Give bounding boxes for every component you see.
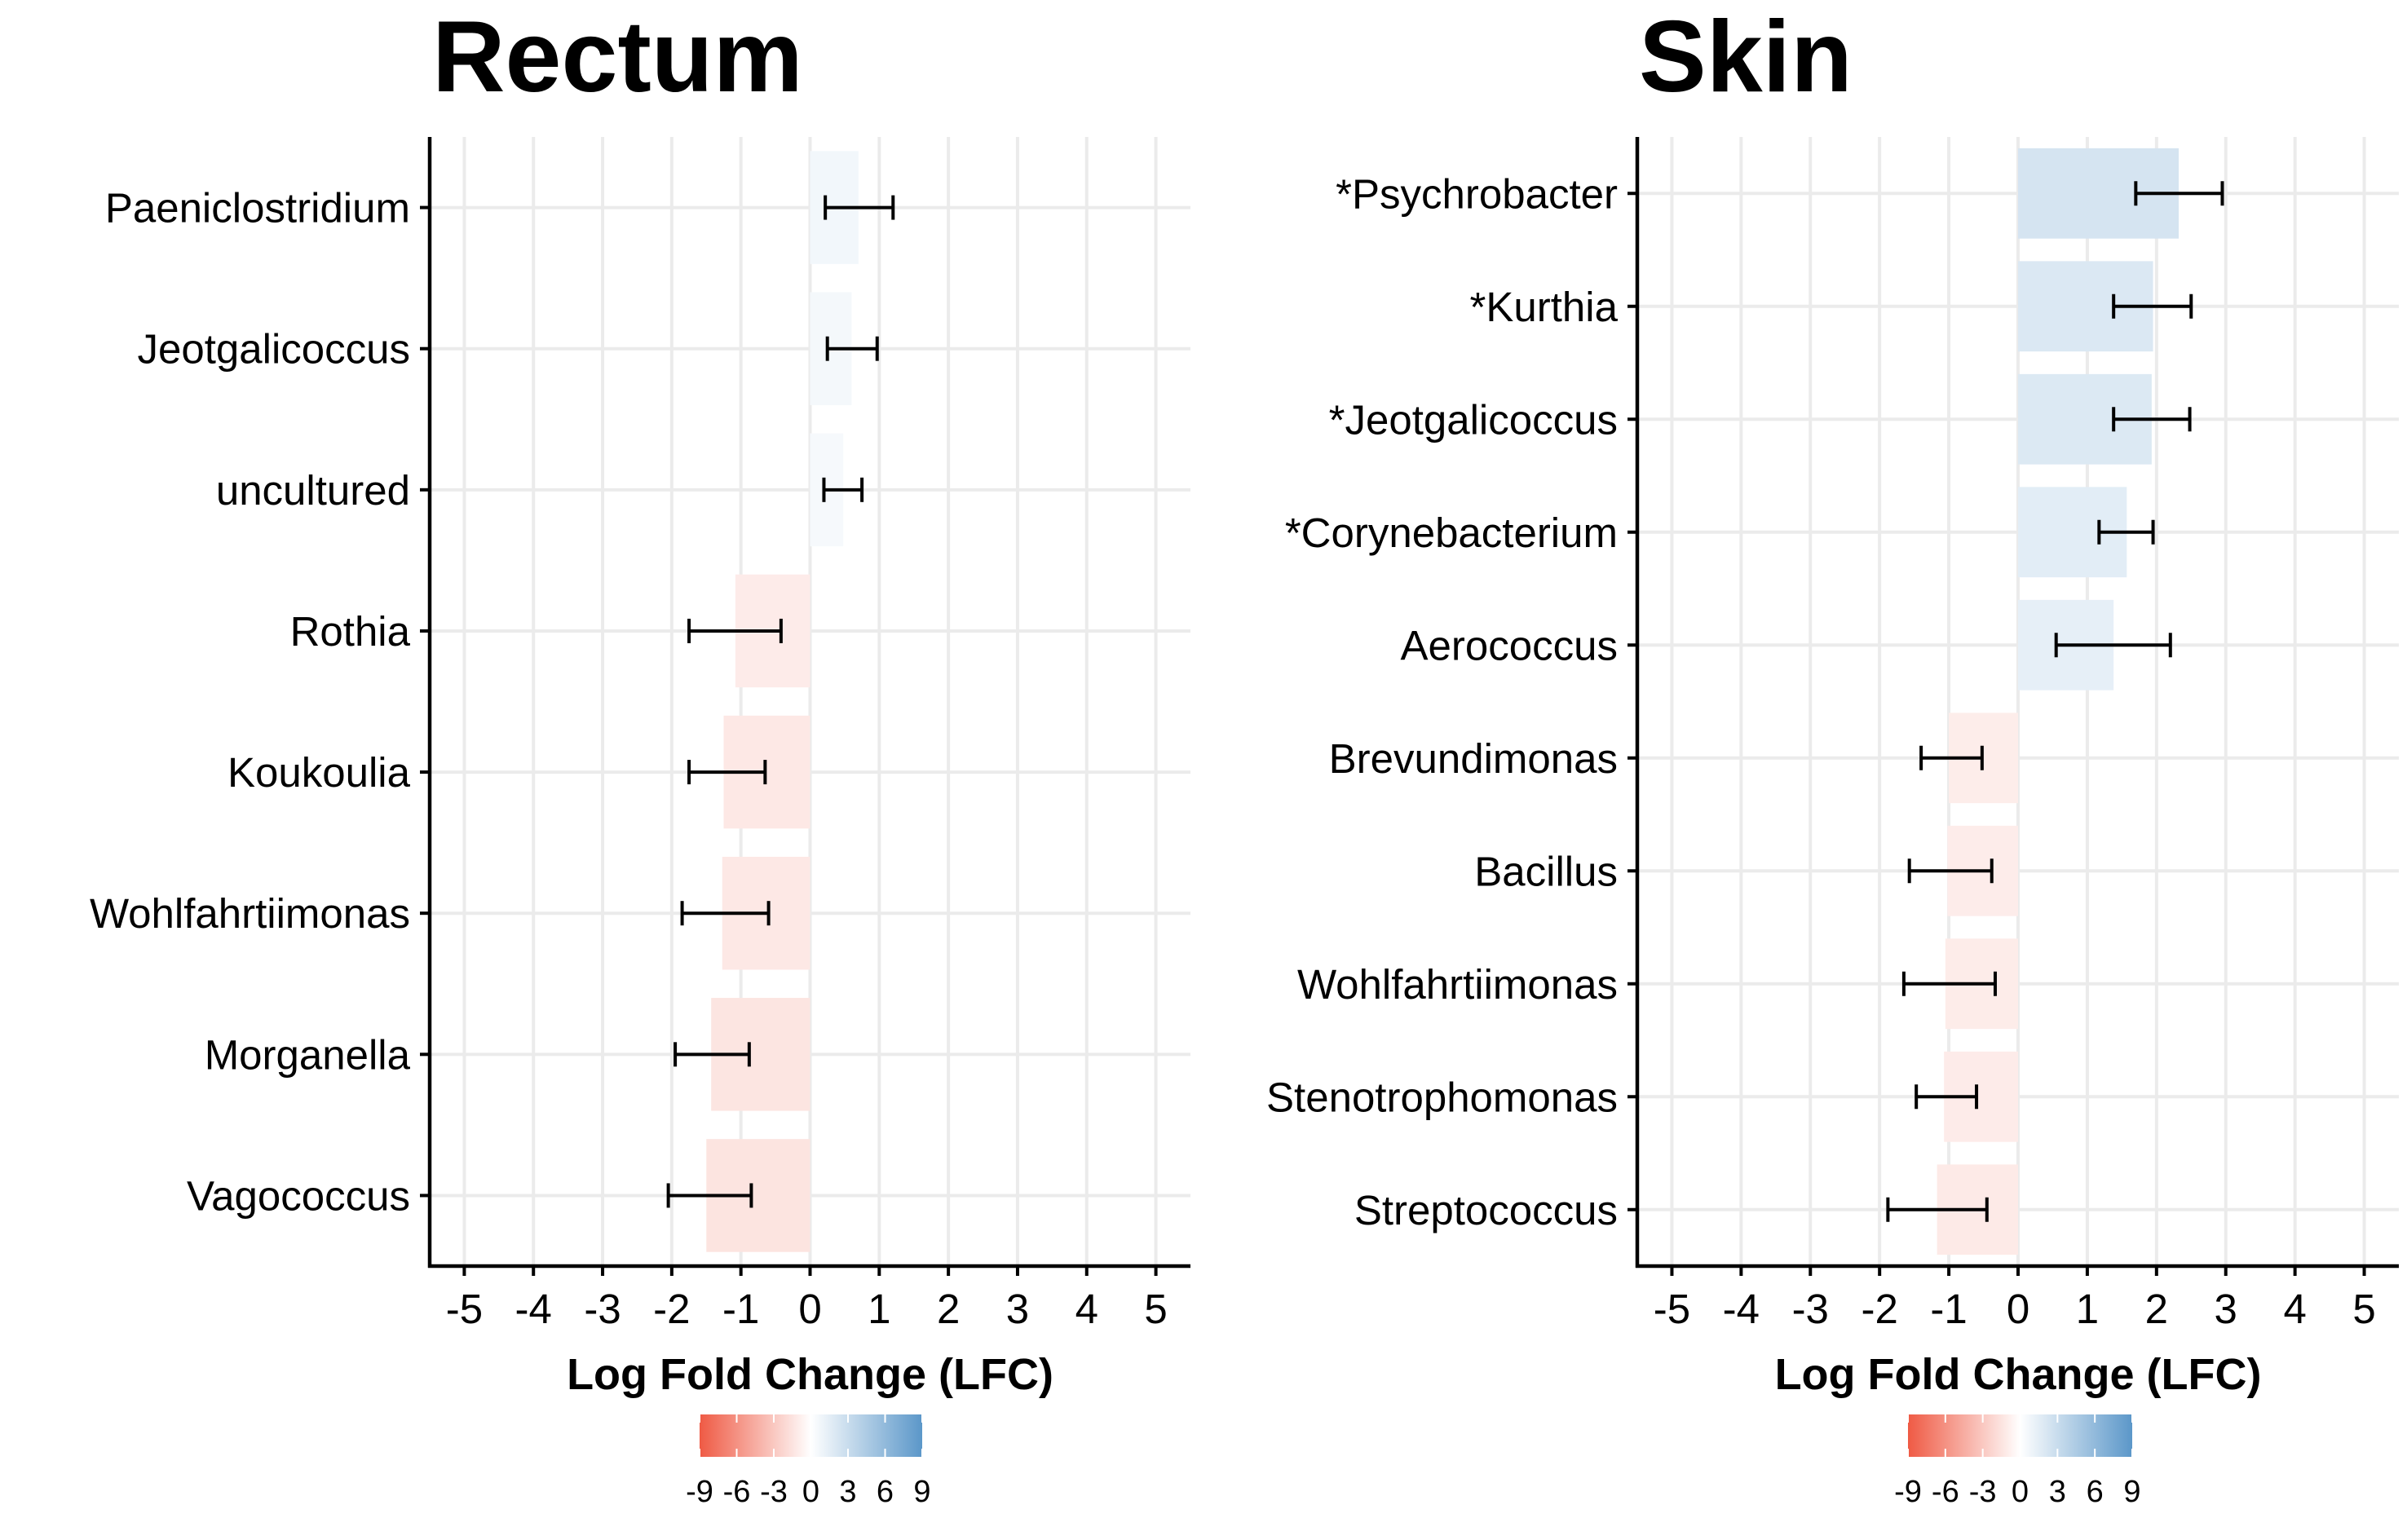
y-tick-label: Paeniclostridium <box>105 185 410 232</box>
x-tick-label: 4 <box>2283 1286 2306 1332</box>
y-tick-label: Wohlfahrtiimonas <box>90 890 410 937</box>
x-axis-title: Log Fold Change (LFC) <box>1775 1350 2262 1399</box>
y-tick-label: Bacillus <box>1474 848 1618 894</box>
y-tick-label: Wohlfahrtiimonas <box>1297 961 1618 1008</box>
y-tick-label: Stenotrophomonas <box>1266 1074 1618 1120</box>
x-tick-label: 2 <box>2145 1286 2168 1332</box>
x-tick-label: 5 <box>1144 1286 1167 1332</box>
x-tick-label: 4 <box>1075 1286 1098 1332</box>
y-tick-label: *Corynebacterium <box>1285 510 1618 556</box>
y-tick-label: Jeotgalicoccus <box>137 326 410 373</box>
colorbar-tick-label: 0 <box>802 1475 819 1509</box>
colorbar-tick-label: 3 <box>2049 1475 2066 1509</box>
y-tick-label: Streptococcus <box>1354 1187 1618 1233</box>
x-tick-label: -1 <box>1930 1286 1967 1332</box>
y-tick-label: Vagococcus <box>187 1172 410 1219</box>
x-tick-label: -4 <box>1723 1286 1760 1332</box>
y-tick-label: *Psychrobacter <box>1336 170 1618 217</box>
colorbar-legend: -9 -6 -3 0 3 6 9 <box>686 1414 931 1509</box>
y-tick-label: Aerococcus <box>1401 622 1618 669</box>
colorbar-tick-label: -3 <box>1969 1475 1997 1509</box>
colorbar-tick-label: -9 <box>686 1475 713 1509</box>
y-tick-label: Koukoulia <box>227 749 411 796</box>
y-tick-label: Morganella <box>205 1031 411 1078</box>
colorbar-tick-label: -3 <box>760 1475 788 1509</box>
y-tick-label: *Kurthia <box>1470 284 1619 330</box>
x-tick-label: -2 <box>653 1286 690 1332</box>
x-tick-label: -4 <box>515 1286 552 1332</box>
colorbar-tick-label: -6 <box>723 1475 751 1509</box>
colorbar-tick-label: 0 <box>2012 1475 2029 1509</box>
x-tick-label: -2 <box>1862 1286 1898 1332</box>
y-tick-label: *Jeotgalicoccus <box>1329 396 1618 443</box>
x-tick-label: 2 <box>937 1286 960 1332</box>
colorbar-tick-label: 6 <box>2087 1475 2104 1509</box>
colorbar-tick-label: -9 <box>1894 1475 1922 1509</box>
x-tick-label: -1 <box>722 1286 759 1332</box>
panel-rectum: Rectum Paeniclostridium Jeotgalicoccus uncu… <box>90 1 1190 1509</box>
x-tick-label: -3 <box>584 1286 621 1332</box>
x-tick-label: 1 <box>2076 1286 2099 1332</box>
x-tick-label: -5 <box>446 1286 483 1332</box>
colorbar-tick-label: 3 <box>839 1475 856 1509</box>
x-tick-label: 3 <box>1006 1286 1029 1332</box>
x-tick-label: 3 <box>2215 1286 2237 1332</box>
colorbar-legend: -9 -6 -3 0 3 6 9 <box>1894 1414 2141 1509</box>
colorbar-tick-label: 9 <box>913 1475 930 1509</box>
y-tick-label: Rothia <box>290 608 411 655</box>
colorbar-tick-label: -6 <box>1932 1475 1959 1509</box>
chart-title: Skin <box>1639 1 1853 113</box>
y-tick-label: uncultured <box>216 467 410 514</box>
chart-title: Rectum <box>432 1 803 113</box>
x-tick-label: 0 <box>798 1286 821 1332</box>
colorbar-tick-label: 9 <box>2123 1475 2140 1509</box>
x-tick-label: 5 <box>2352 1286 2375 1332</box>
x-tick-label: -3 <box>1792 1286 1829 1332</box>
x-tick-label: 0 <box>2007 1286 2029 1332</box>
x-tick-label: 1 <box>868 1286 890 1332</box>
x-axis-title: Log Fold Change (LFC) <box>567 1350 1053 1399</box>
colorbar-tick-label: 6 <box>877 1475 894 1509</box>
x-tick-label: -5 <box>1654 1286 1690 1332</box>
panel-skin: Skin *Psychrobacter *Kurthia *Jeotgalicoccu… <box>1266 1 2399 1509</box>
y-tick-label: Brevundimonas <box>1329 735 1618 782</box>
